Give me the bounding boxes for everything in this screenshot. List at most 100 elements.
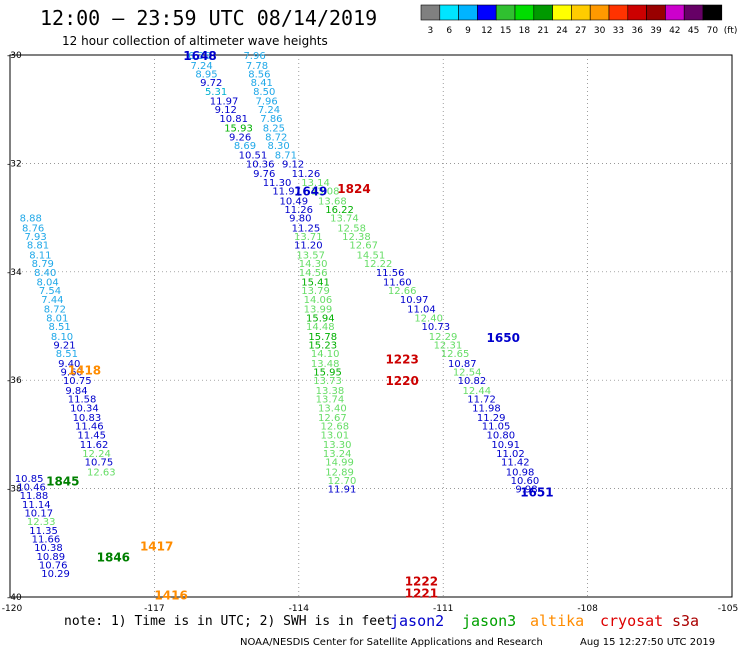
wave-height-label: 8.95 — [195, 69, 217, 80]
satellite-name-cryosat: cryosat — [600, 612, 663, 630]
satellite-name-jason3: jason3 — [462, 612, 516, 630]
wave-height-label: 11.42 — [501, 458, 530, 469]
legend-swatch — [533, 4, 553, 21]
wave-height-label: 8.25 — [263, 124, 285, 135]
wave-height-label: 9.60 — [61, 368, 83, 379]
legend-label: 36 — [631, 26, 643, 36]
wave-height-label: 8.40 — [34, 268, 56, 279]
legend-swatch — [627, 4, 647, 21]
legend-label: 70 — [707, 26, 719, 36]
legend-label: 33 — [613, 26, 624, 36]
wave-height-label: 13.08 — [311, 187, 340, 198]
satellite-name-jason2: jason2 — [390, 612, 444, 630]
wave-height-label: 10.73 — [422, 322, 451, 333]
wave-height-label: 9.72 — [200, 78, 222, 89]
wave-height-label: 10.46 — [17, 482, 46, 493]
wave-height-label: 8.79 — [32, 259, 54, 270]
wave-height-label: 11.98 — [472, 403, 501, 414]
wave-height-label: 15.41 — [301, 278, 330, 289]
wave-height-label: 11.62 — [80, 440, 109, 451]
y-tick-label: -34 — [7, 268, 22, 278]
x-tick-label: -120 — [2, 604, 23, 614]
wave-height-label: 11.05 — [482, 422, 511, 433]
wave-height-label: 13.30 — [323, 440, 352, 451]
wave-height-label: 11.20 — [294, 241, 323, 252]
legend-swatch — [646, 4, 666, 21]
legend-label: 9 — [465, 26, 471, 36]
legend-label: 30 — [594, 26, 606, 36]
wave-height-label: 12.54 — [453, 368, 482, 379]
wave-height-label: 16.22 — [325, 205, 354, 216]
wave-height-label: 8.10 — [51, 332, 73, 343]
wave-height-label: 11.26 — [284, 205, 313, 216]
legend-swatch — [589, 4, 610, 21]
wave-height-label: 10.17 — [24, 508, 53, 519]
wave-height-label: 11.66 — [32, 534, 61, 545]
wave-height-label: 8.81 — [27, 241, 49, 252]
pass-time-label: 1221 — [405, 587, 438, 601]
wave-height-label: 13.57 — [296, 250, 325, 261]
wave-height-label: 7.86 — [260, 114, 282, 125]
wave-height-label: 14.56 — [299, 268, 328, 279]
satellite-legend: jason2 jason3 altika cryosat s3a — [390, 612, 699, 630]
wave-height-label: 9.76 — [253, 169, 275, 180]
wave-height-label: 9.12 — [215, 105, 237, 116]
legend-label: 21 — [537, 26, 548, 36]
wave-height-label: 11.97 — [210, 97, 239, 108]
wave-height-label: 11.72 — [467, 395, 496, 406]
legend-label: 45 — [688, 26, 699, 36]
wave-height-label: 12.31 — [434, 340, 463, 351]
wave-height-label: 8.69 — [234, 141, 256, 152]
legend-label: 42 — [669, 26, 680, 36]
wave-height-label: 10.38 — [34, 543, 63, 554]
wave-height-label: 9.40 — [58, 359, 80, 370]
wave-height-label: 12.70 — [328, 476, 357, 487]
pass-time-label: 1417 — [140, 540, 173, 554]
wave-height-label: 8.30 — [268, 141, 290, 152]
wave-height-label: 10.75 — [63, 376, 92, 387]
footer-timestamp: Aug 15 12:27:50 UTC 2019 — [580, 637, 715, 648]
legend-label: 24 — [556, 26, 568, 36]
wave-height-label: 11.02 — [496, 449, 525, 460]
legend-swatch — [420, 4, 441, 21]
wave-height-label: 12.40 — [414, 313, 443, 324]
chart-title: 12:00 – 23:59 UTC 08/14/2019 — [40, 6, 377, 30]
y-tick-label: -30 — [7, 51, 22, 61]
wave-height-label: 10.98 — [506, 467, 535, 478]
satellite-name-s3a: s3a — [672, 612, 699, 630]
wave-height-label: 13.14 — [301, 178, 330, 189]
wave-height-label: 8.71 — [275, 151, 297, 162]
legend-label: 39 — [650, 26, 662, 36]
wave-height-label: 11.29 — [477, 413, 506, 424]
wave-height-label: 11.04 — [407, 305, 436, 316]
wave-height-label: 13.71 — [294, 232, 323, 243]
wave-height-label: 12.66 — [388, 286, 417, 297]
legend-swatch — [514, 4, 535, 21]
wave-height-label: 10.36 — [246, 159, 275, 170]
wave-height-label: 11.58 — [68, 395, 97, 406]
legend-label: 3 — [428, 26, 434, 36]
wave-height-label: 7.44 — [41, 295, 63, 306]
pass-time-label: 1418 — [68, 363, 101, 377]
wave-height-label: 11.91 — [328, 485, 357, 496]
wave-height-label: 10.91 — [491, 440, 520, 451]
wave-height-label: 8.51 — [49, 322, 71, 333]
wave-height-label: 7.24 — [258, 105, 280, 116]
color-scale-legend: 3 6 9 12 15 18 21 24 27 30 33 36 39 42 45 70 (ft) — [420, 4, 737, 36]
pass-time-label: 1223 — [385, 353, 418, 367]
wave-height-label: 11.30 — [263, 178, 292, 189]
wave-height-label: 10.60 — [511, 476, 540, 487]
wave-height-label: 10.81 — [219, 114, 248, 125]
wave-height-label: 15.23 — [308, 340, 337, 351]
wave-height-label: 13.79 — [301, 286, 330, 297]
wave-height-label: 7.78 — [246, 61, 268, 72]
pass-time-label: 1649 — [294, 185, 327, 199]
wave-height-label: 12.63 — [87, 467, 116, 478]
wave-height-label: 14.51 — [357, 250, 386, 261]
wave-height-label: 10.29 — [41, 569, 70, 580]
wave-height-label: 14.99 — [325, 458, 354, 469]
pass-time-label: 1416 — [154, 588, 187, 602]
wave-height-label: 13.24 — [323, 449, 352, 460]
plot-area — [9, 54, 733, 598]
y-tick-label: -36 — [7, 376, 22, 386]
